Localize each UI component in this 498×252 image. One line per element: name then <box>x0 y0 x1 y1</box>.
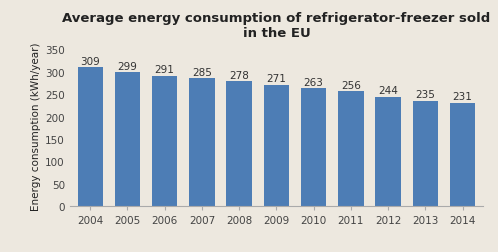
Text: 285: 285 <box>192 68 212 78</box>
Bar <box>189 79 215 207</box>
Bar <box>338 92 364 207</box>
Bar <box>301 89 326 207</box>
Bar <box>413 101 438 207</box>
Text: 299: 299 <box>118 61 137 71</box>
Bar <box>450 103 475 207</box>
Bar <box>227 82 252 207</box>
Text: 291: 291 <box>155 65 175 75</box>
Bar <box>375 97 401 207</box>
Text: 231: 231 <box>453 92 473 102</box>
Bar <box>152 76 177 207</box>
Text: 256: 256 <box>341 81 361 91</box>
Text: 278: 278 <box>229 71 249 81</box>
Bar <box>78 68 103 207</box>
Bar <box>115 73 140 207</box>
Text: 235: 235 <box>415 90 435 100</box>
Y-axis label: Energy consumption (kWh/year): Energy consumption (kWh/year) <box>31 42 41 210</box>
Text: 263: 263 <box>304 78 324 87</box>
Text: 244: 244 <box>378 86 398 96</box>
Bar <box>264 85 289 207</box>
Text: 271: 271 <box>266 74 286 84</box>
Text: 309: 309 <box>80 57 100 67</box>
Title: Average energy consumption of refrigerator-freezer sold
in the EU: Average energy consumption of refrigerat… <box>62 12 491 40</box>
